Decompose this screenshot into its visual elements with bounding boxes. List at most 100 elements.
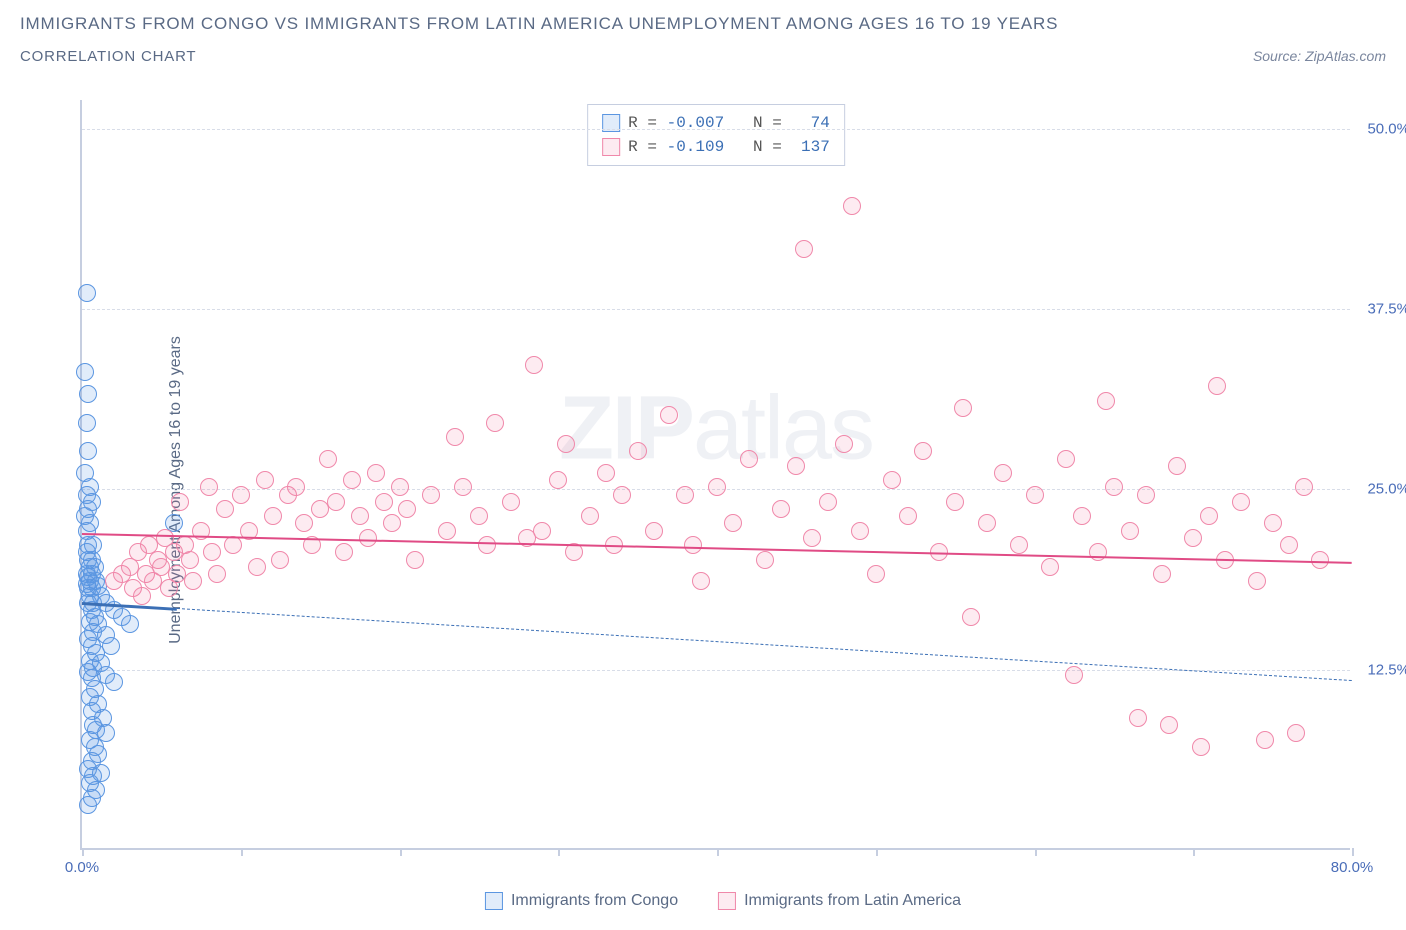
source-name: ZipAtlas.com bbox=[1305, 48, 1386, 64]
bottom-legend-item: Immigrants from Congo bbox=[485, 892, 678, 910]
scatter-point-latin bbox=[1168, 457, 1186, 475]
scatter-point-latin bbox=[181, 551, 199, 569]
scatter-point-latin bbox=[1200, 507, 1218, 525]
scatter-point-latin bbox=[391, 478, 409, 496]
scatter-point-latin bbox=[171, 493, 189, 511]
scatter-point-latin bbox=[1089, 543, 1107, 561]
legend-row-congo: R = -0.007 N = 74 bbox=[602, 111, 830, 135]
x-tick bbox=[1035, 848, 1037, 856]
scatter-point-latin bbox=[978, 514, 996, 532]
scatter-point-latin bbox=[454, 478, 472, 496]
y-tick-label: 12.5% bbox=[1355, 661, 1406, 678]
plot-region: ZIPatlas R = -0.007 N = 74R = -0.109 N =… bbox=[80, 100, 1350, 850]
scatter-point-congo bbox=[79, 442, 97, 460]
scatter-point-latin bbox=[224, 536, 242, 554]
scatter-point-latin bbox=[613, 486, 631, 504]
x-tick bbox=[1193, 848, 1195, 856]
scatter-point-latin bbox=[406, 551, 424, 569]
scatter-point-congo bbox=[79, 385, 97, 403]
scatter-point-latin bbox=[1153, 565, 1171, 583]
x-tick-label: 80.0% bbox=[1331, 859, 1374, 876]
scatter-point-latin bbox=[1065, 666, 1083, 684]
legend-stats: R = -0.007 N = 74 bbox=[628, 111, 830, 135]
scatter-point-latin bbox=[1280, 536, 1298, 554]
scatter-point-latin bbox=[208, 565, 226, 583]
y-tick-label: 37.5% bbox=[1355, 301, 1406, 318]
scatter-point-latin bbox=[216, 500, 234, 518]
scatter-point-latin bbox=[883, 471, 901, 489]
x-tick bbox=[876, 848, 878, 856]
series-legend: Immigrants from Congo Immigrants from Lat… bbox=[485, 892, 961, 910]
scatter-point-latin bbox=[676, 486, 694, 504]
scatter-point-latin bbox=[359, 529, 377, 547]
scatter-point-latin bbox=[597, 464, 615, 482]
scatter-point-latin bbox=[740, 450, 758, 468]
scatter-point-latin bbox=[295, 514, 313, 532]
scatter-point-latin bbox=[398, 500, 416, 518]
scatter-point-latin bbox=[1256, 731, 1274, 749]
source-label: Source: bbox=[1253, 48, 1305, 64]
scatter-point-latin bbox=[486, 414, 504, 432]
scatter-point-latin bbox=[954, 399, 972, 417]
chart-header: IMMIGRANTS FROM CONGO VS IMMIGRANTS FROM… bbox=[0, 0, 1406, 73]
legend-swatch-icon bbox=[485, 892, 503, 910]
y-tick-label: 25.0% bbox=[1355, 481, 1406, 498]
scatter-point-latin bbox=[351, 507, 369, 525]
scatter-point-latin bbox=[660, 406, 678, 424]
scatter-point-latin bbox=[383, 514, 401, 532]
bottom-legend-item: Immigrants from Latin America bbox=[718, 892, 961, 910]
scatter-point-latin bbox=[256, 471, 274, 489]
scatter-point-latin bbox=[343, 471, 361, 489]
scatter-point-latin bbox=[629, 442, 647, 460]
subtitle-row: CORRELATION CHART Source: ZipAtlas.com bbox=[20, 48, 1386, 65]
scatter-point-latin bbox=[724, 514, 742, 532]
scatter-point-latin bbox=[1248, 572, 1266, 590]
scatter-point-latin bbox=[946, 493, 964, 511]
scatter-point-latin bbox=[708, 478, 726, 496]
scatter-point-latin bbox=[438, 522, 456, 540]
legend-row-latin: R = -0.109 N = 137 bbox=[602, 135, 830, 159]
scatter-point-latin bbox=[1129, 709, 1147, 727]
scatter-point-latin bbox=[1184, 529, 1202, 547]
x-tick bbox=[717, 848, 719, 856]
scatter-point-latin bbox=[843, 197, 861, 215]
scatter-point-latin bbox=[200, 478, 218, 496]
x-tick bbox=[400, 848, 402, 856]
scatter-point-latin bbox=[692, 572, 710, 590]
gridline bbox=[82, 129, 1350, 130]
scatter-point-latin bbox=[1010, 536, 1028, 554]
chart-subtitle: CORRELATION CHART bbox=[20, 48, 196, 65]
scatter-point-latin bbox=[375, 493, 393, 511]
scatter-point-latin bbox=[478, 536, 496, 554]
scatter-point-latin bbox=[1137, 486, 1155, 504]
scatter-point-latin bbox=[787, 457, 805, 475]
scatter-point-latin bbox=[1311, 551, 1329, 569]
scatter-point-latin bbox=[271, 551, 289, 569]
scatter-point-latin bbox=[803, 529, 821, 547]
scatter-point-latin bbox=[1287, 724, 1305, 742]
scatter-point-congo bbox=[78, 284, 96, 302]
scatter-point-latin bbox=[1160, 716, 1178, 734]
scatter-point-latin bbox=[914, 442, 932, 460]
scatter-point-latin bbox=[819, 493, 837, 511]
scatter-point-congo bbox=[105, 673, 123, 691]
legend-swatch-icon bbox=[718, 892, 736, 910]
scatter-point-latin bbox=[264, 507, 282, 525]
scatter-point-latin bbox=[772, 500, 790, 518]
scatter-point-latin bbox=[184, 572, 202, 590]
scatter-point-latin bbox=[795, 240, 813, 258]
scatter-point-latin bbox=[1097, 392, 1115, 410]
scatter-point-latin bbox=[1026, 486, 1044, 504]
scatter-point-latin bbox=[1041, 558, 1059, 576]
scatter-point-latin bbox=[335, 543, 353, 561]
bottom-legend-label: Immigrants from Latin America bbox=[744, 892, 961, 910]
scatter-point-congo bbox=[121, 615, 139, 633]
scatter-point-latin bbox=[287, 478, 305, 496]
scatter-point-congo bbox=[76, 363, 94, 381]
scatter-point-latin bbox=[533, 522, 551, 540]
scatter-point-latin bbox=[327, 493, 345, 511]
scatter-point-latin bbox=[557, 435, 575, 453]
gridline bbox=[82, 670, 1350, 671]
scatter-point-latin bbox=[1208, 377, 1226, 395]
x-tick-label: 0.0% bbox=[65, 859, 99, 876]
